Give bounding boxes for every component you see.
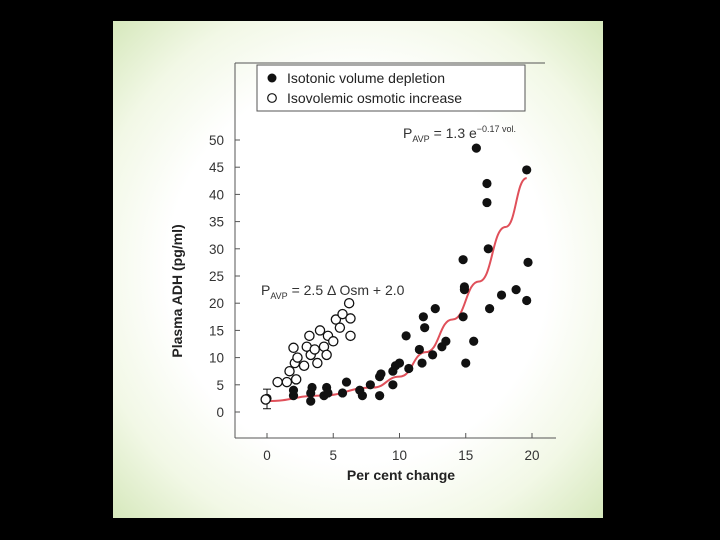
filled-data-point (401, 331, 411, 341)
open-data-point (290, 374, 302, 385)
filled-data-point (523, 257, 533, 267)
filled-data-point (337, 388, 348, 398)
filled-data-point (469, 336, 479, 346)
open-data-point (345, 313, 356, 324)
filled-data-point (461, 358, 471, 368)
filled-data-point (430, 304, 440, 314)
y-tick-label: 0 (216, 405, 224, 420)
filled-data-point (482, 197, 492, 208)
filled-data-point (483, 244, 493, 254)
filled-data-point (376, 369, 386, 379)
open-data-point (345, 330, 356, 342)
filled-data-point (458, 312, 468, 322)
y-tick-label: 45 (209, 160, 224, 175)
x-tick-label: 0 (263, 448, 271, 463)
open-data-point (327, 336, 339, 347)
x-tick-label: 20 (524, 448, 539, 463)
data-points (260, 143, 533, 406)
open-data-point (260, 394, 271, 405)
filled-data-point (458, 255, 468, 265)
filled-data-point (418, 312, 428, 322)
x-tick-label: 10 (392, 448, 407, 463)
filled-data-point (511, 285, 521, 295)
filled-data-point (375, 391, 385, 401)
filled-data-point (341, 377, 352, 387)
open-data-point (330, 314, 342, 325)
y-axis-title: Plasma ADH (pg/ml) (169, 224, 185, 357)
filled-data-point (394, 358, 405, 368)
open-data-point (309, 344, 320, 355)
open-data-point (343, 297, 355, 309)
x-axis-title: Per cent change (347, 467, 455, 483)
legend-marker-filled (267, 73, 277, 83)
filled-data-point (522, 295, 532, 306)
filled-data-point (388, 380, 398, 390)
filled-data-point (459, 285, 470, 295)
y-tick-label: 25 (209, 269, 224, 284)
open-data-point (288, 342, 299, 354)
y-tick-label: 35 (209, 215, 224, 230)
scatter-chart: Isotonic volume depletion Isovolemic osm… (169, 62, 556, 483)
open-data-point (314, 325, 326, 336)
x-tick-label: 15 (458, 448, 473, 463)
equation-linear: PAVP = 2.5 Δ Osm + 2.0 (261, 282, 405, 301)
y-tick-label: 15 (209, 323, 224, 338)
open-data-point (298, 360, 310, 372)
open-data-point (272, 376, 283, 388)
open-data-point (281, 376, 293, 388)
open-data-point (292, 352, 303, 363)
y-tick-label: 10 (209, 351, 224, 366)
filled-data-point (417, 358, 427, 368)
equation-exponential: PAVP = 1.3 e−0.17 vol. (403, 124, 516, 144)
legend: Isotonic volume depletion Isovolemic osm… (256, 64, 526, 112)
filled-data-point (485, 304, 495, 314)
y-tick-label: 20 (209, 296, 224, 311)
filled-data-point (306, 396, 316, 406)
open-data-point (337, 308, 348, 320)
y-tick-label: 50 (209, 133, 224, 148)
legend-marker-open (267, 93, 277, 103)
filled-data-point (428, 350, 438, 360)
x-tick-label: 5 (329, 448, 337, 463)
filled-data-point (288, 385, 299, 395)
slide-frame: Isotonic volume depletion Isovolemic osm… (113, 21, 603, 518)
filled-data-point (307, 382, 317, 393)
filled-data-point (404, 363, 414, 374)
filled-data-point (471, 143, 481, 153)
open-data-point (312, 357, 323, 369)
legend-label-series2: Isovolemic osmotic increase (287, 90, 462, 106)
filled-data-point (323, 388, 333, 398)
legend-label-series1: Isotonic volume depletion (287, 70, 445, 86)
legend-box (256, 64, 526, 112)
filled-data-point (420, 323, 430, 333)
y-tick-label: 30 (209, 242, 224, 257)
filled-data-point (365, 380, 375, 390)
filled-data-point (482, 178, 492, 189)
open-data-point (284, 365, 295, 377)
filled-data-point (441, 336, 451, 346)
filled-data-point (357, 391, 367, 401)
open-data-point (321, 349, 332, 361)
filled-data-point (414, 344, 424, 355)
y-tick-label: 5 (216, 378, 224, 393)
y-tick-label: 40 (209, 187, 224, 202)
open-data-point (304, 330, 315, 342)
filled-data-point (496, 290, 507, 300)
open-data-point (334, 322, 346, 333)
filled-data-point (522, 165, 532, 175)
axis-ticks: 0 5 10 15 20 25 30 35 40 45 50 0 5 10 15 20 (209, 133, 540, 463)
